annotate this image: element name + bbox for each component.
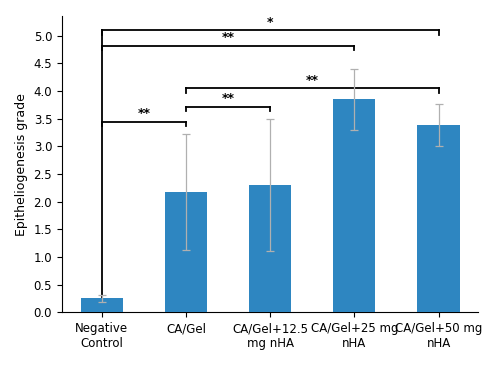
Bar <box>165 192 207 312</box>
Text: **: ** <box>306 74 319 87</box>
Text: **: ** <box>222 92 234 105</box>
Text: *: * <box>267 16 274 28</box>
Text: **: ** <box>138 107 150 120</box>
Y-axis label: Epitheliogenesis grade: Epitheliogenesis grade <box>15 93 28 236</box>
Text: **: ** <box>222 31 234 44</box>
Bar <box>418 125 460 312</box>
Bar <box>334 99 376 312</box>
Bar <box>249 185 291 312</box>
Bar <box>81 299 123 312</box>
